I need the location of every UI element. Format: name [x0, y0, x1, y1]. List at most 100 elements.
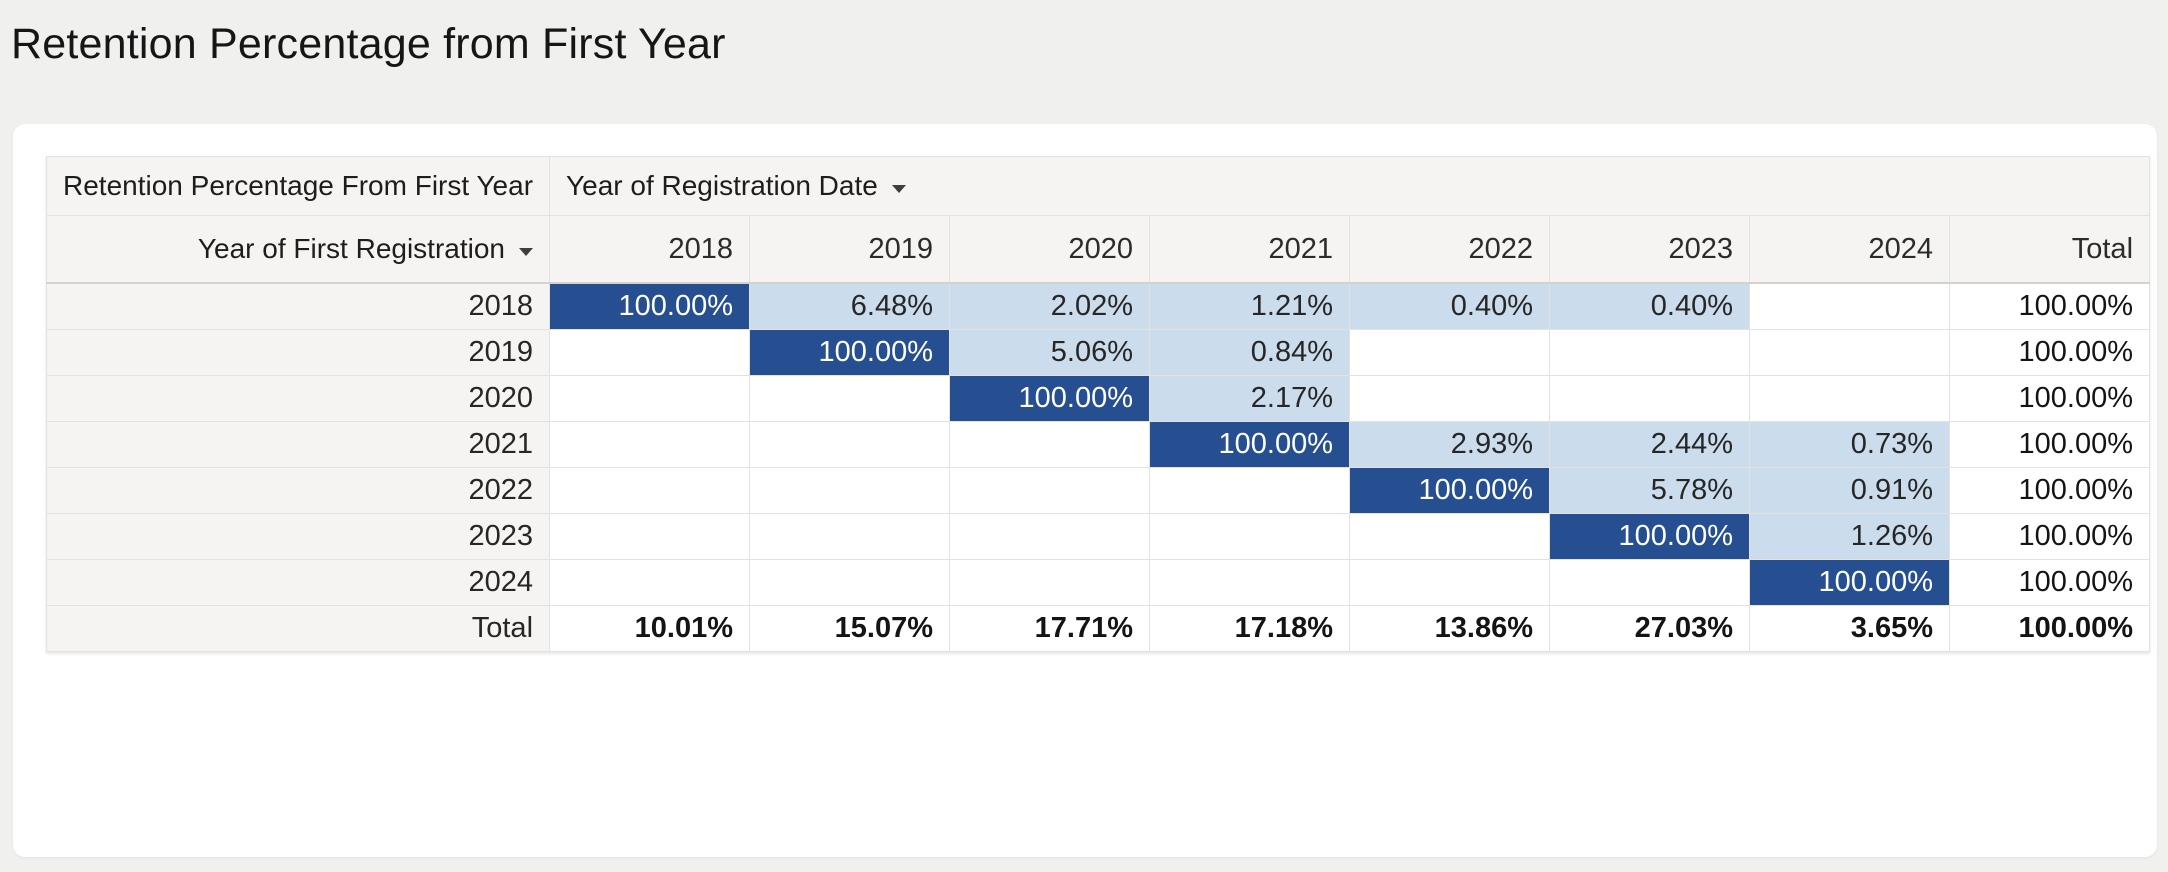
table-cell[interactable]: 10.01% [549, 605, 751, 652]
table-cell[interactable] [1749, 375, 1951, 422]
table-cell[interactable]: 100.00% [1349, 467, 1551, 514]
table-cell[interactable]: 15.07% [749, 605, 951, 652]
table-row-2020: 2020 100.00% 2.17% 100.00% [45, 375, 2151, 422]
table-cell[interactable]: 100.00% [949, 375, 1151, 422]
table-cell[interactable] [1149, 467, 1351, 514]
table-cell[interactable]: 13.86% [1349, 605, 1551, 652]
table-cell[interactable] [1549, 329, 1751, 376]
table-cell[interactable] [1349, 329, 1551, 376]
row-label-total[interactable]: Total [45, 605, 551, 652]
table-cell[interactable]: 5.06% [949, 329, 1151, 376]
table-cell[interactable] [949, 513, 1151, 560]
table-cell[interactable]: 100.00% [1549, 513, 1751, 560]
column-dimension-header[interactable]: Year of Registration Date [549, 156, 2151, 216]
table-cell[interactable] [1749, 282, 1951, 330]
table-cell[interactable]: 0.40% [1549, 282, 1751, 330]
table-cell[interactable]: 100.00% [549, 282, 751, 330]
table-cell[interactable] [549, 375, 751, 422]
table-cell[interactable] [549, 421, 751, 468]
table-cell[interactable] [549, 467, 751, 514]
column-header-2019[interactable]: 2019 [749, 215, 951, 284]
table-row-2021: 2021 100.00% 2.93% 2.44% 0.73% 100.00% [45, 421, 2151, 468]
table-row-2018: 2018 100.00% 6.48% 2.02% 1.21% 0.40% 0.40% 100.… [45, 282, 2151, 330]
row-label-2022[interactable]: 2022 [45, 467, 551, 514]
table-cell[interactable]: 100.00% [1949, 421, 2151, 468]
column-header-2018[interactable]: 2018 [549, 215, 751, 284]
row-label-2020[interactable]: 2020 [45, 375, 551, 422]
table-cell[interactable]: 2.93% [1349, 421, 1551, 468]
row-label-2019[interactable]: 2019 [45, 329, 551, 376]
retention-pivot-table: Retention Percentage From First Year Yea… [45, 156, 2151, 652]
table-cell[interactable] [1349, 513, 1551, 560]
column-header-2022[interactable]: 2022 [1349, 215, 1551, 284]
table-cell[interactable]: 100.00% [1949, 559, 2151, 606]
column-header-2023[interactable]: 2023 [1549, 215, 1751, 284]
table-cell[interactable]: 5.78% [1549, 467, 1751, 514]
table-cell[interactable]: 100.00% [1949, 605, 2151, 652]
table-cell[interactable] [1349, 375, 1551, 422]
table-cell[interactable]: 6.48% [749, 282, 951, 330]
table-cell[interactable]: 2.44% [1549, 421, 1751, 468]
table-cell[interactable] [749, 467, 951, 514]
table-cell[interactable]: 1.21% [1149, 282, 1351, 330]
year-header-row: Year of First Registration 2018 2019 2020 2… [45, 215, 2151, 284]
table-cell[interactable]: 0.73% [1749, 421, 1951, 468]
table-cell[interactable]: 0.84% [1149, 329, 1351, 376]
caret-down-icon [519, 248, 534, 256]
table-cell[interactable]: 1.26% [1749, 513, 1951, 560]
table-cell[interactable]: 2.02% [949, 282, 1151, 330]
row-dimension-header[interactable]: Year of First Registration [45, 215, 551, 284]
column-header-total[interactable]: Total [1949, 215, 2151, 284]
dimension-header-row: Retention Percentage From First Year Yea… [45, 156, 2151, 216]
row-dimension-label: Year of First Registration [197, 233, 506, 264]
table-row-total: Total 10.01% 15.07% 17.71% 17.18% 13.86% 27.03… [45, 605, 2151, 652]
table-cell[interactable]: 100.00% [1949, 329, 2151, 376]
table-cell[interactable] [1149, 559, 1351, 606]
table-cell[interactable]: 100.00% [749, 329, 951, 376]
table-cell[interactable] [1149, 513, 1351, 560]
table-cell[interactable]: 17.71% [949, 605, 1151, 652]
table-cell[interactable]: 17.18% [1149, 605, 1351, 652]
table-row-2023: 2023 100.00% 1.26% 100.00% [45, 513, 2151, 560]
table-cell[interactable]: 0.40% [1349, 282, 1551, 330]
table-cell[interactable] [549, 559, 751, 606]
table-cell[interactable] [749, 513, 951, 560]
table-cell[interactable]: 27.03% [1549, 605, 1751, 652]
row-label-2023[interactable]: 2023 [45, 513, 551, 560]
table-row-2022: 2022 100.00% 5.78% 0.91% 100.00% [45, 467, 2151, 514]
table-cell[interactable] [749, 559, 951, 606]
row-label-2018[interactable]: 2018 [45, 282, 551, 330]
table-cell[interactable]: 100.00% [1749, 559, 1951, 606]
table-row-2024: 2024 100.00% 100.00% [45, 559, 2151, 606]
table-cell[interactable]: 100.00% [1149, 421, 1351, 468]
table-cell[interactable]: 0.91% [1749, 467, 1951, 514]
table-cell[interactable]: 100.00% [1949, 467, 2151, 514]
column-header-2021[interactable]: 2021 [1149, 215, 1351, 284]
table-cell[interactable]: 2.17% [1149, 375, 1351, 422]
table-cell[interactable] [949, 467, 1151, 514]
table-cell[interactable] [549, 329, 751, 376]
table-cell[interactable] [549, 513, 751, 560]
table-cell[interactable] [749, 375, 951, 422]
row-label-2021[interactable]: 2021 [45, 421, 551, 468]
table-cell[interactable] [1549, 375, 1751, 422]
table-cell[interactable] [1749, 329, 1951, 376]
table-cell[interactable]: 100.00% [1949, 513, 2151, 560]
column-dimension-label: Year of Registration Date [566, 170, 878, 201]
column-header-2020[interactable]: 2020 [949, 215, 1151, 284]
corner-header: Retention Percentage From First Year [45, 156, 551, 216]
table-cell[interactable]: 100.00% [1949, 282, 2151, 330]
table-row-2019: 2019 100.00% 5.06% 0.84% 100.00% [45, 329, 2151, 376]
table-cell[interactable] [749, 421, 951, 468]
column-header-2024[interactable]: 2024 [1749, 215, 1951, 284]
caret-down-icon [891, 185, 906, 193]
page-title: Retention Percentage from First Year [11, 20, 726, 68]
table-cell[interactable] [949, 421, 1151, 468]
table-cell[interactable]: 100.00% [1949, 375, 2151, 422]
table-cell[interactable] [1349, 559, 1551, 606]
table-cell[interactable] [949, 559, 1151, 606]
table-cell[interactable] [1549, 559, 1751, 606]
row-label-2024[interactable]: 2024 [45, 559, 551, 606]
table-cell[interactable]: 3.65% [1749, 605, 1951, 652]
pivot-table-body: 2018 100.00% 6.48% 2.02% 1.21% 0.40% 0.40% 100.… [45, 282, 2151, 652]
